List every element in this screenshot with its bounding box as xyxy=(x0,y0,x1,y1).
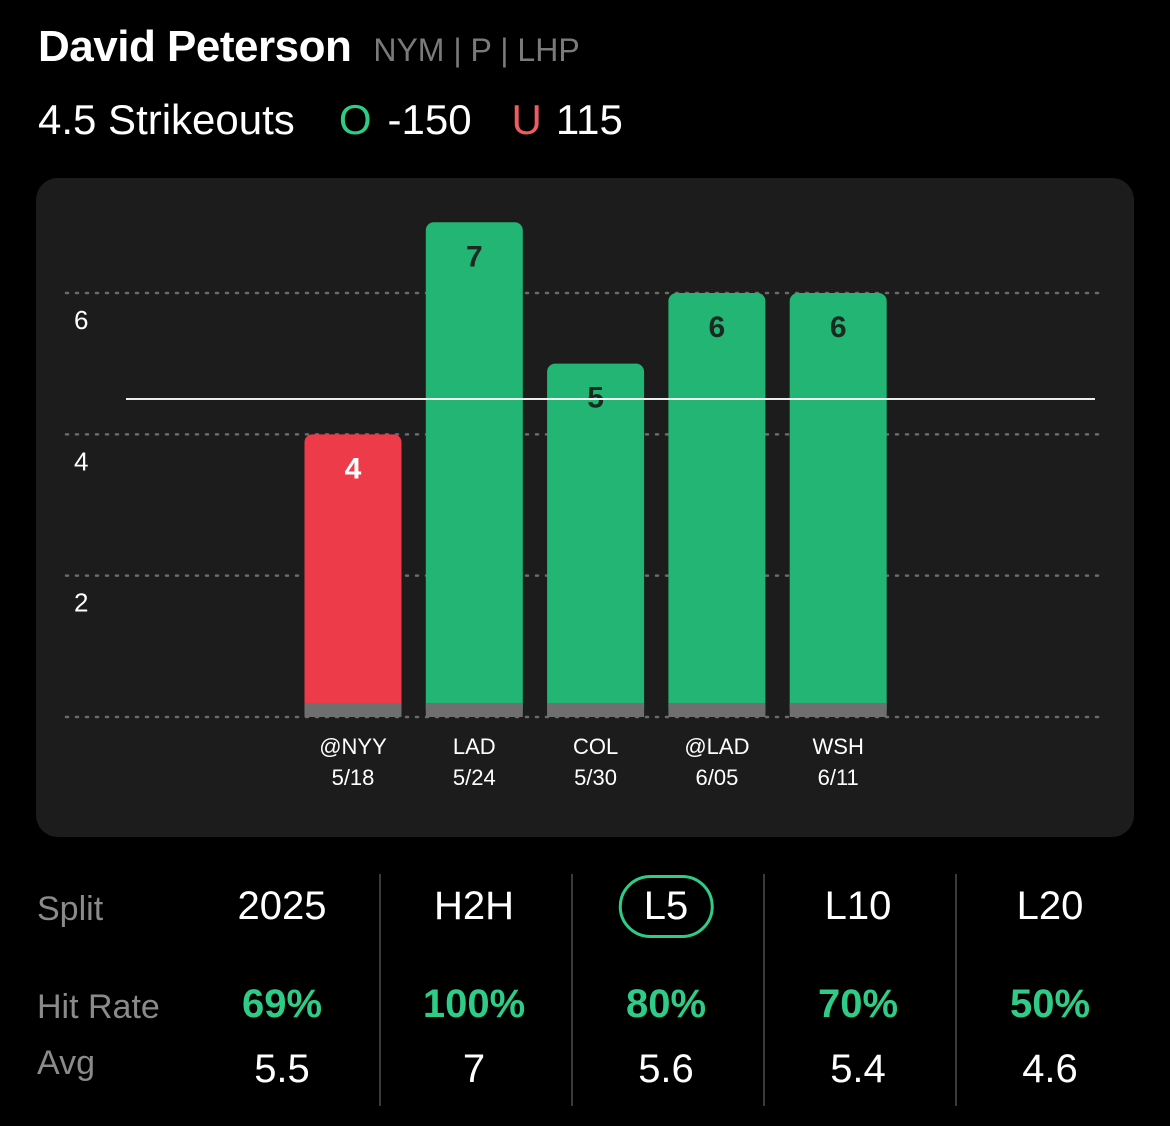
splits-table: Split Hit Rate Avg 2025 69% 5.5 H2H 100%… xyxy=(0,870,1170,1110)
over-odds[interactable]: -150 xyxy=(387,96,472,143)
hit-rate-value: 70% xyxy=(817,982,899,1026)
header: David Peterson NYM | P | LHP 4.5 Strikeo… xyxy=(38,22,623,144)
hit-rate-row-label: Hit Rate xyxy=(37,988,160,1026)
split-row-label: Split xyxy=(37,890,104,928)
bar-base xyxy=(425,703,523,717)
x-tick-opponent: WSH xyxy=(813,734,864,759)
hit-rate-value: 50% xyxy=(1009,982,1091,1026)
y-tick-label: 6 xyxy=(74,305,88,335)
bar xyxy=(425,222,523,717)
split-column-l20: L20 50% 4.6 xyxy=(955,870,1145,1110)
x-tick-date: 5/18 xyxy=(332,765,375,790)
player-meta: NYM | P | LHP xyxy=(373,32,580,68)
bar-value-label: 4 xyxy=(345,452,362,485)
bar-base xyxy=(304,703,402,717)
prop-line-row: 4.5 Strikeouts O -150 U 115 xyxy=(38,96,623,144)
y-tick-label: 4 xyxy=(74,446,88,476)
column-divider xyxy=(571,874,573,1106)
avg-value: 5.4 xyxy=(830,1047,886,1091)
split-column-2025: 2025 69% 5.5 xyxy=(187,870,377,1110)
bar xyxy=(304,434,402,717)
x-tick-opponent: LAD xyxy=(453,734,496,759)
bar-value-label: 6 xyxy=(709,311,726,344)
avg-value: 5.5 xyxy=(254,1047,310,1091)
over-marker: O xyxy=(338,96,372,143)
strikeout-bar-chart: 2464@NYY5/187LAD5/245COL5/306@LAD6/056WS… xyxy=(64,222,1103,790)
split-column-h2h: H2H 100% 7 xyxy=(379,870,569,1110)
under-marker: U xyxy=(511,96,542,143)
tab-l5[interactable]: L5 xyxy=(618,875,714,938)
x-tick-date: 5/24 xyxy=(453,765,496,790)
bar xyxy=(547,363,645,717)
hit-rate-value: 69% xyxy=(241,982,323,1026)
tab-h2h[interactable]: H2H xyxy=(433,884,515,928)
chart-card: 2 4 6 4 @NYY 5/18 7 LAD 5/24 5 COL 5/30 6 @LAD 6/05 6 WS… xyxy=(36,178,1134,837)
avg-row-label: Avg xyxy=(37,1044,95,1082)
bar-value-label: 7 xyxy=(466,240,483,273)
column-divider xyxy=(379,874,381,1106)
x-tick-date: 5/30 xyxy=(574,765,617,790)
bar-base xyxy=(547,703,645,717)
x-tick-opponent: COL xyxy=(573,734,618,759)
bar xyxy=(789,292,887,717)
player-row: David Peterson NYM | P | LHP xyxy=(38,22,623,78)
split-column-l5: L5 80% 5.6 xyxy=(571,870,761,1110)
bar-value-label: 6 xyxy=(830,311,847,344)
hit-rate-value: 100% xyxy=(422,982,526,1026)
bar-base xyxy=(789,703,887,717)
x-tick-opponent: @LAD xyxy=(684,734,749,759)
column-divider xyxy=(955,874,957,1106)
hit-rate-value: 80% xyxy=(625,982,707,1026)
tab-l20[interactable]: L20 xyxy=(1016,884,1084,928)
x-tick-date: 6/11 xyxy=(818,765,859,790)
x-tick-opponent: @NYY xyxy=(319,734,387,759)
avg-value: 5.6 xyxy=(638,1047,694,1091)
split-column-l10: L10 70% 5.4 xyxy=(763,870,953,1110)
avg-value: 4.6 xyxy=(1022,1047,1078,1091)
bar-base xyxy=(668,703,766,717)
tab-l10[interactable]: L10 xyxy=(824,884,892,928)
bar xyxy=(668,292,766,717)
column-divider xyxy=(763,874,765,1106)
y-tick-label: 2 xyxy=(74,588,88,618)
avg-value: 7 xyxy=(462,1047,486,1091)
x-tick-date: 6/05 xyxy=(695,765,738,790)
under-odds[interactable]: 115 xyxy=(555,96,623,143)
prop-line: 4.5 Strikeouts xyxy=(38,96,295,143)
tab-2025[interactable]: 2025 xyxy=(237,884,327,928)
player-name: David Peterson xyxy=(38,22,352,71)
